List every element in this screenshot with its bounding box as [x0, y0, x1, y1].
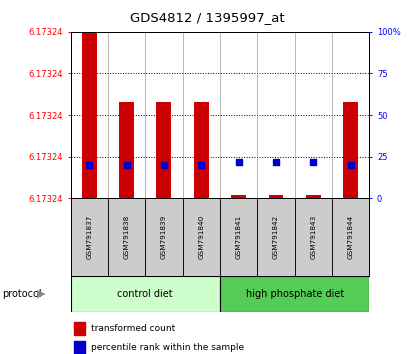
- Text: control diet: control diet: [117, 289, 173, 299]
- Text: protocol: protocol: [2, 289, 42, 299]
- Bar: [82, 32, 97, 198]
- Point: [347, 162, 354, 168]
- Bar: [231, 195, 246, 198]
- Bar: [220, 198, 257, 276]
- Bar: [332, 198, 369, 276]
- Point: [123, 162, 130, 168]
- Text: GSM791840: GSM791840: [198, 215, 204, 259]
- Text: transformed count: transformed count: [91, 324, 176, 333]
- Point: [310, 159, 317, 165]
- Point: [235, 159, 242, 165]
- Text: GSM791843: GSM791843: [310, 215, 316, 259]
- Bar: [73, 322, 85, 335]
- Bar: [220, 276, 369, 312]
- Point: [161, 162, 167, 168]
- Bar: [183, 198, 220, 276]
- Bar: [108, 198, 145, 276]
- Bar: [257, 198, 295, 276]
- Bar: [71, 276, 220, 312]
- Bar: [194, 102, 209, 198]
- Text: GSM791838: GSM791838: [124, 215, 129, 259]
- Bar: [119, 102, 134, 198]
- Text: GSM791842: GSM791842: [273, 215, 279, 259]
- Text: GSM791837: GSM791837: [86, 215, 92, 259]
- Bar: [343, 102, 358, 198]
- Text: percentile rank within the sample: percentile rank within the sample: [91, 343, 244, 352]
- Bar: [145, 198, 183, 276]
- Bar: [269, 195, 283, 198]
- Point: [273, 159, 279, 165]
- Bar: [306, 195, 321, 198]
- Bar: [156, 102, 171, 198]
- Text: GSM791839: GSM791839: [161, 215, 167, 259]
- Point: [86, 162, 93, 168]
- Text: high phosphate diet: high phosphate diet: [246, 289, 344, 299]
- Text: GSM791844: GSM791844: [348, 215, 354, 259]
- Text: GSM791841: GSM791841: [236, 215, 242, 259]
- Text: GDS4812 / 1395997_at: GDS4812 / 1395997_at: [130, 11, 285, 24]
- Bar: [71, 198, 108, 276]
- Point: [198, 162, 205, 168]
- Text: ▶: ▶: [37, 289, 46, 299]
- Bar: [295, 198, 332, 276]
- Bar: [73, 341, 85, 354]
